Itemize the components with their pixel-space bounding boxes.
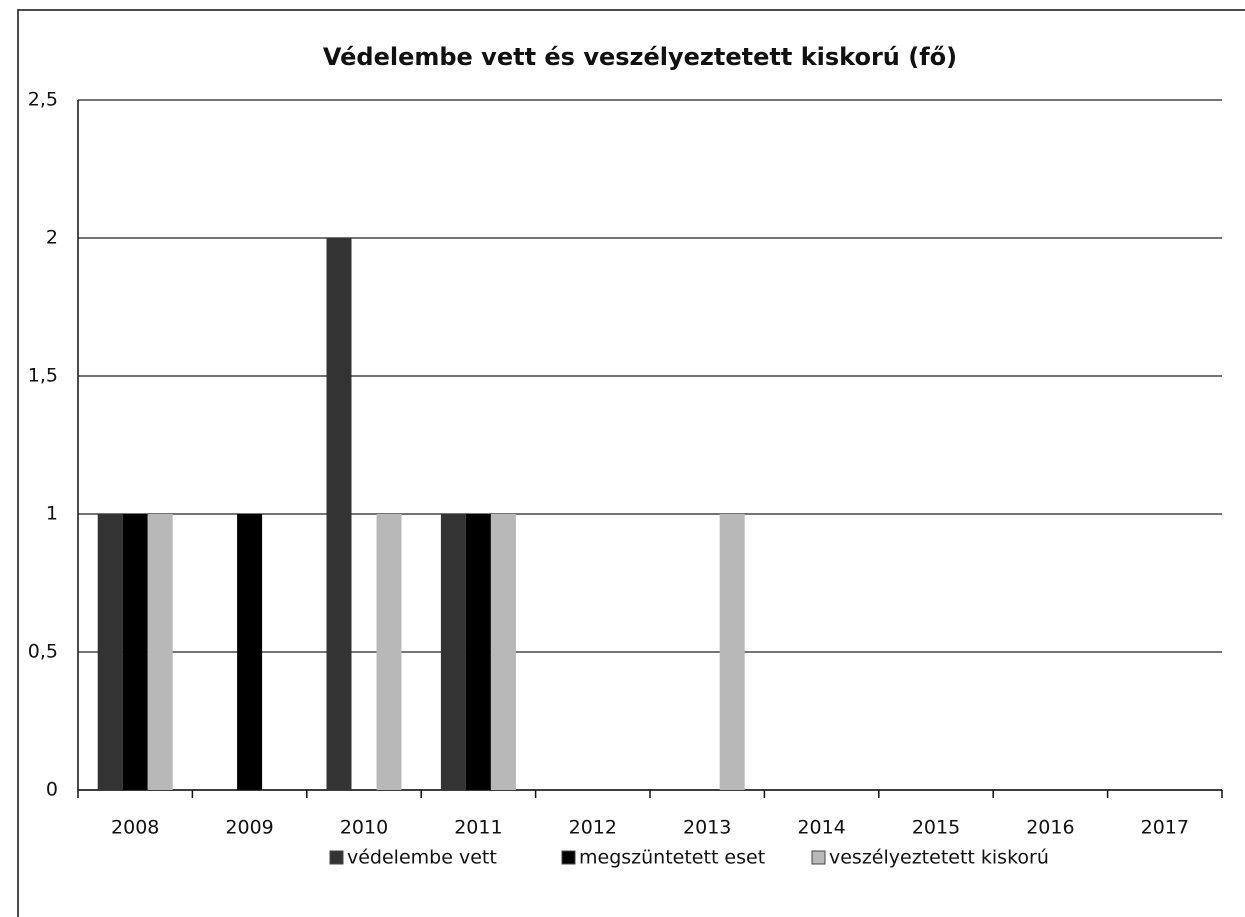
x-tick-label: 2013 (683, 817, 731, 839)
x-tick-label: 2009 (225, 817, 273, 839)
bar (490, 514, 516, 790)
x-tick-label: 2014 (797, 817, 845, 839)
chart-frame (17, 9, 1245, 917)
chart-title: Védelembe vett és veszélyeztetett kiskor… (323, 43, 957, 71)
x-tick-label: 2017 (1141, 817, 1189, 839)
legend-label: veszélyeztetett kiskorú (829, 847, 1049, 869)
bar (237, 514, 263, 790)
y-tick-label: 2,5 (28, 89, 58, 111)
legend-label: megszüntetett eset (579, 847, 765, 869)
bar (465, 514, 491, 790)
legend-swatch (811, 850, 826, 865)
x-tick-label: 2012 (569, 817, 617, 839)
y-tick-label: 0,5 (28, 641, 58, 663)
bar (376, 514, 402, 790)
x-tick-label: 2011 (454, 817, 502, 839)
x-tick-label: 2010 (340, 817, 388, 839)
y-tick-label: 1 (46, 503, 58, 525)
legend-swatch (561, 850, 576, 865)
x-tick-label: 2015 (912, 817, 960, 839)
bar (719, 514, 745, 790)
y-tick-label: 1,5 (28, 365, 58, 387)
x-tick-label: 2008 (111, 817, 159, 839)
y-tick-label: 2 (46, 227, 58, 249)
bar (122, 514, 148, 790)
bar (326, 238, 352, 790)
legend-label: védelembe vett (347, 847, 497, 869)
y-tick-label: 0 (46, 779, 58, 801)
x-tick-label: 2016 (1026, 817, 1074, 839)
bar (147, 514, 173, 790)
bar (97, 514, 123, 790)
bar (440, 514, 466, 790)
legend-swatch (329, 850, 344, 865)
